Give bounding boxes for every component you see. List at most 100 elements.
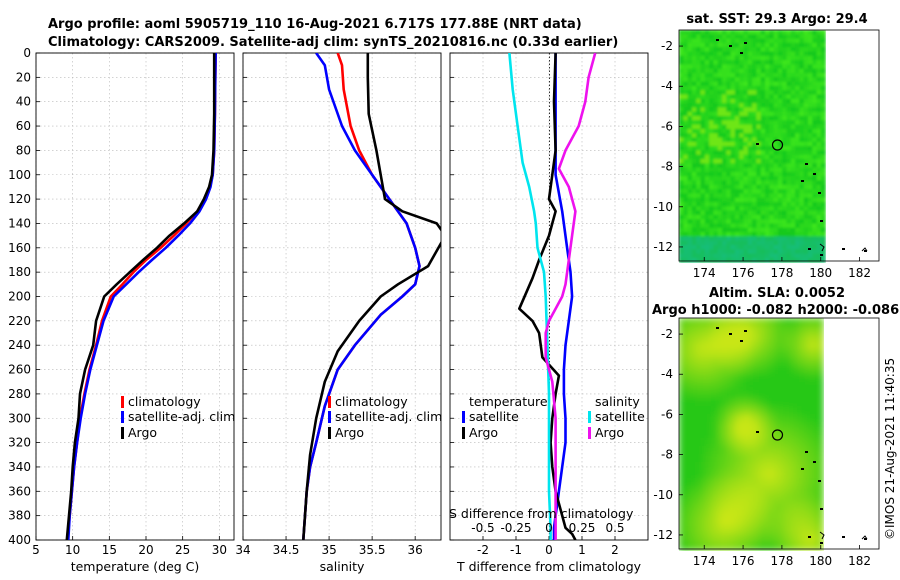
- sst-cell: [765, 202, 770, 207]
- sst-cell: [760, 223, 766, 229]
- sst-cell: [777, 219, 783, 225]
- sst-cell: [808, 257, 813, 263]
- sst-cell: [704, 68, 710, 74]
- sla-cell: [735, 438, 744, 447]
- sst-cell: [730, 180, 736, 186]
- sst-cell: [747, 159, 753, 164]
- sla-cell: [791, 318, 800, 327]
- sst-cell: [722, 68, 727, 74]
- sst-cell: [726, 197, 732, 203]
- sst-cell: [820, 103, 826, 108]
- sst-cell: [799, 193, 805, 199]
- sla-cell: [783, 430, 792, 439]
- sst-cell: [722, 30, 727, 35]
- sst-cell: [799, 189, 805, 194]
- sla-cell: [687, 454, 696, 463]
- sst-cell: [743, 94, 749, 100]
- legend-swatch-argo: [121, 427, 124, 439]
- sst-cell: [765, 73, 770, 78]
- sst-cell: [816, 73, 822, 78]
- sst-cell: [679, 257, 684, 263]
- sst-cell: [730, 55, 736, 61]
- sst-cell: [679, 163, 684, 169]
- sst-cell: [679, 47, 684, 53]
- sst-cell: [808, 193, 813, 199]
- sla-cell: [743, 486, 752, 495]
- sst-cell: [816, 154, 822, 160]
- sst-cell: [769, 189, 775, 194]
- sst-cell: [777, 120, 783, 126]
- sst-cell: [734, 223, 740, 229]
- sst-cell: [722, 60, 727, 65]
- sst-cell: [799, 30, 805, 35]
- sst-cell: [803, 206, 809, 212]
- sst-cell: [691, 103, 697, 108]
- sst-cell: [679, 64, 684, 70]
- sst-cell: [679, 60, 684, 65]
- sst-cell: [769, 167, 775, 173]
- sst-cell: [760, 245, 766, 250]
- sst-cell: [696, 94, 702, 100]
- sst-cell: [730, 184, 736, 190]
- sst-cell: [691, 159, 697, 164]
- sst-cell: [760, 163, 766, 169]
- sst-cell: [790, 128, 796, 134]
- sst-cell: [713, 128, 719, 134]
- sla-cell: [751, 518, 760, 527]
- sst-cell: [691, 257, 697, 263]
- sst-cell: [717, 107, 723, 113]
- sla-cell: [687, 366, 696, 375]
- sst-cell: [816, 124, 822, 130]
- sst-cell: [786, 51, 792, 57]
- sst-cell: [747, 81, 753, 87]
- sst-cell: [717, 167, 723, 173]
- sla-cell: [719, 502, 728, 511]
- sla-cell: [727, 470, 736, 479]
- sst-cell: [691, 30, 697, 35]
- sst-cell: [790, 81, 796, 87]
- sst-cell: [820, 146, 826, 151]
- sst-cell: [765, 257, 770, 263]
- sst-cell: [696, 159, 702, 164]
- sst-cell: [808, 116, 813, 121]
- sst-cell: [713, 159, 719, 164]
- sla-cell: [703, 382, 712, 391]
- sst-cell: [777, 240, 783, 246]
- sst-cell: [730, 81, 736, 87]
- sst-cell: [743, 116, 749, 121]
- sst-cell: [752, 257, 757, 263]
- sst-cell: [739, 206, 745, 212]
- sst-cell: [730, 77, 736, 83]
- sst-cell: [747, 167, 753, 173]
- sst-cell: [722, 124, 727, 130]
- sst-cell: [722, 189, 727, 194]
- sst-cell: [820, 189, 826, 194]
- sst-cell: [816, 197, 822, 203]
- sla-cell: [751, 366, 760, 375]
- sst-cell: [812, 150, 818, 156]
- y-tick-label: 200: [8, 290, 31, 304]
- sst-cell: [769, 64, 775, 70]
- sst-cell: [730, 116, 736, 121]
- sst-cell: [730, 120, 736, 126]
- sst-cell: [760, 81, 766, 87]
- temperature-legend-title: temperature: [469, 394, 548, 409]
- sla-cell: [695, 438, 704, 447]
- sst-cell: [734, 227, 740, 233]
- sst-cell: [691, 60, 697, 65]
- sst-cell: [820, 240, 826, 246]
- sst-cell: [709, 128, 714, 134]
- sst-map-title: sat. SST: 29.3 Argo: 29.4: [686, 12, 867, 27]
- sst-cell: [799, 73, 805, 78]
- sst-cell: [803, 85, 809, 91]
- sst-cell: [820, 184, 826, 190]
- sst-cell: [730, 30, 736, 35]
- sla-cell: [783, 366, 792, 375]
- sst-cell: [717, 137, 723, 143]
- y-tick-label: 80: [16, 143, 31, 157]
- sst-cell: [820, 64, 826, 70]
- sst-cell: [713, 103, 719, 108]
- sst-cell: [786, 163, 792, 169]
- sst-cell: [743, 103, 749, 108]
- sst-cell: [700, 124, 706, 130]
